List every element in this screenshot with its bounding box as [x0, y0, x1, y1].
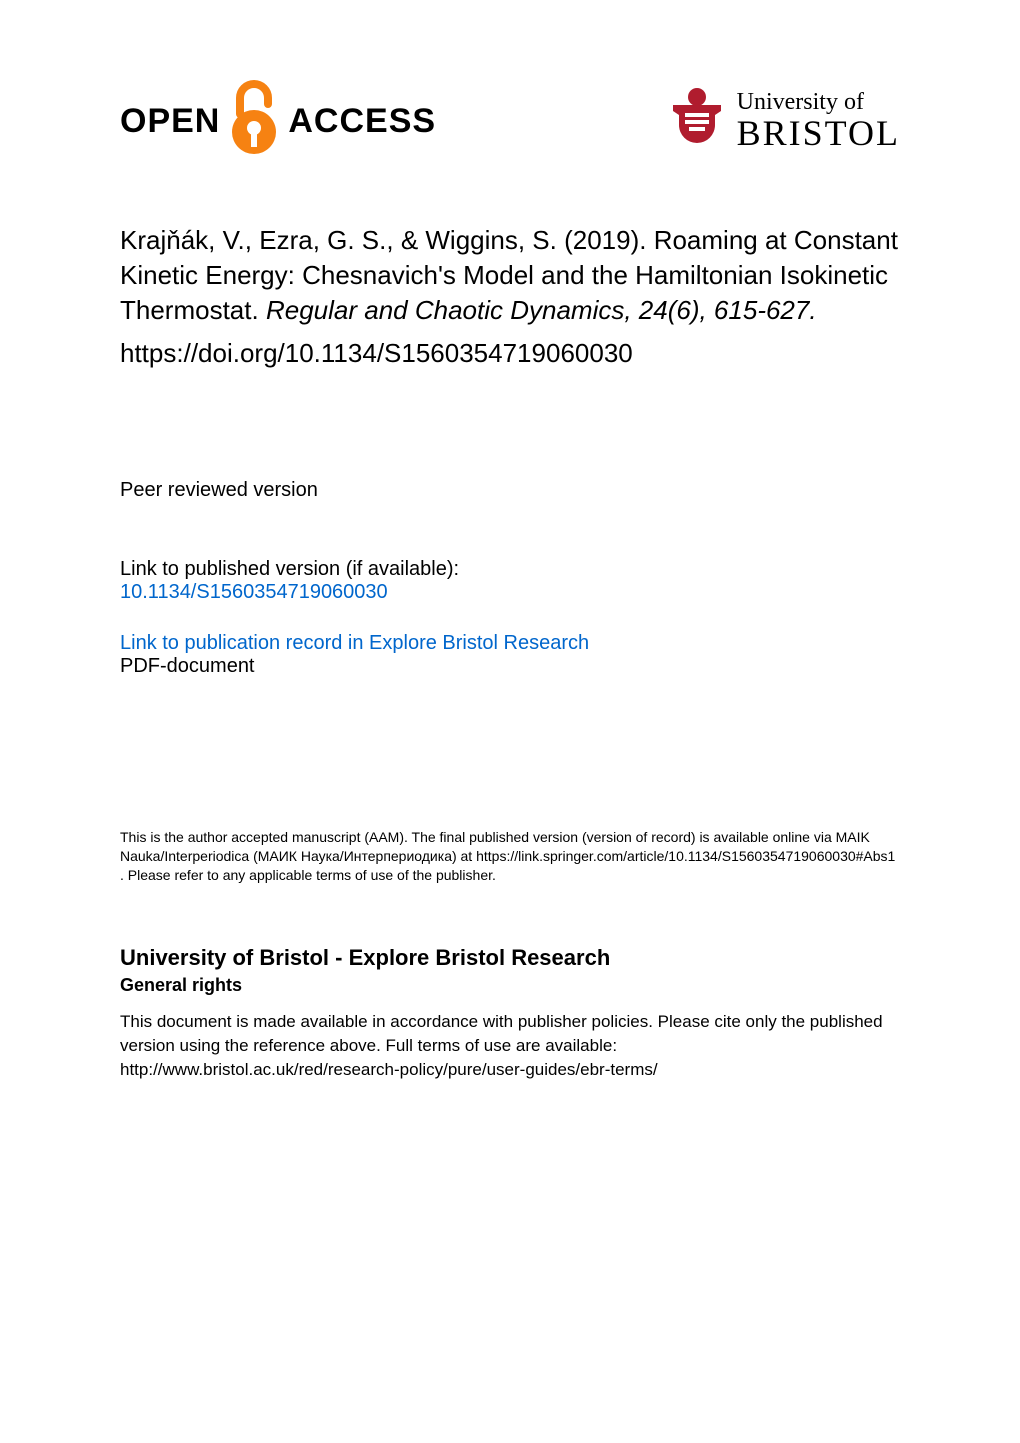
- spacer: [120, 502, 900, 530]
- open-access-lock-icon: [226, 80, 282, 163]
- published-version-doi-link[interactable]: 10.1134/S1560354719060030: [120, 581, 388, 603]
- spacer: [120, 678, 900, 788]
- general-rights-text: This document is made available in accor…: [120, 1010, 900, 1081]
- open-label: OPEN: [120, 102, 220, 141]
- spacer: [120, 604, 900, 632]
- university-crest-icon: [667, 87, 727, 156]
- logo-row: OPEN ACCESS: [120, 80, 900, 163]
- citation-block: Krajňák, V., Ezra, G. S., & Wiggins, S. …: [120, 223, 900, 328]
- pdf-document-label: PDF-document: [120, 655, 900, 678]
- cover-page: OPEN ACCESS: [0, 0, 1020, 1443]
- published-version-label: Link to published version (if available)…: [120, 558, 900, 581]
- spacer: [120, 530, 900, 558]
- university-of-bristol-logo: University of BRISTOL: [667, 87, 900, 156]
- university-line2: BRISTOL: [737, 115, 900, 153]
- university-name-block: University of BRISTOL: [737, 90, 900, 153]
- access-label: ACCESS: [288, 102, 436, 141]
- footer-subheading: General rights: [120, 975, 900, 996]
- spacer: [120, 885, 900, 945]
- aam-disclaimer: This is the author accepted manuscript (…: [120, 828, 900, 885]
- university-line1: University of: [737, 90, 900, 115]
- doi-link[interactable]: https://doi.org/10.1134/S156035471906003…: [120, 338, 633, 368]
- citation-volume-issue: , 24(6), 615-627.: [624, 295, 816, 325]
- explore-bristol-link[interactable]: Link to publication record in Explore Br…: [120, 632, 589, 654]
- footer-heading: University of Bristol - Explore Bristol …: [120, 945, 900, 971]
- open-access-logo: OPEN ACCESS: [120, 80, 436, 163]
- version-label: Peer reviewed version: [120, 479, 900, 502]
- citation-journal: Regular and Chaotic Dynamics: [266, 295, 624, 325]
- spacer: [120, 369, 900, 479]
- spacer: [120, 788, 900, 828]
